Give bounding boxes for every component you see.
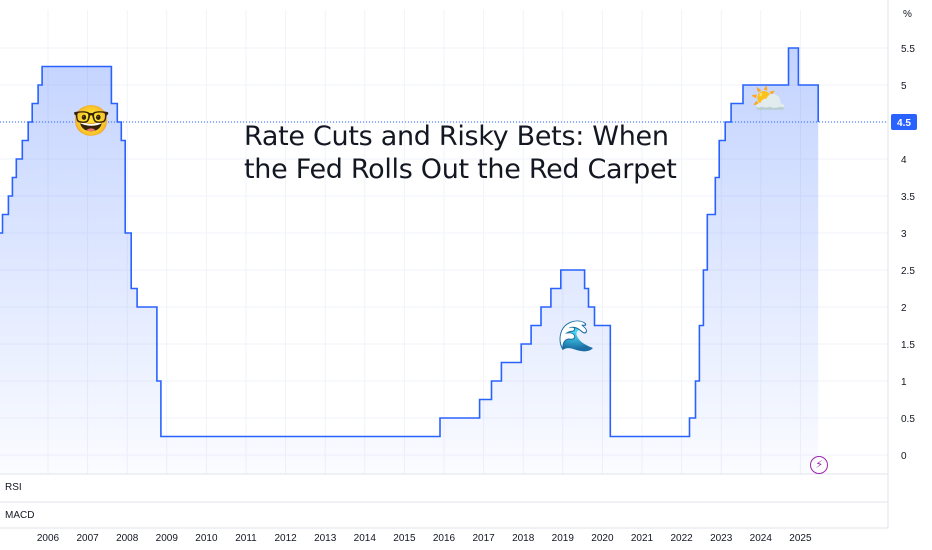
y-tick-label: 0 — [901, 451, 907, 462]
y-tick-label: 5.5 — [901, 44, 915, 55]
x-tick-label: 2007 — [76, 533, 99, 544]
rate-series-line — [0, 47, 819, 438]
x-tick-label: 2022 — [670, 533, 693, 544]
water-wave-emoji: 🌊 — [557, 318, 596, 354]
y-tick-label: 3.5 — [901, 192, 915, 203]
x-tick-label: 2019 — [552, 533, 575, 544]
sun-behind-cloud-emoji: ⛅ — [749, 81, 788, 117]
rsi-pane-label[interactable]: RSI — [5, 482, 22, 493]
x-tick-label: 2023 — [710, 533, 733, 544]
x-tick-label: 2006 — [37, 533, 60, 544]
chart-title: Rate Cuts and Risky Bets: When the Fed R… — [244, 120, 744, 186]
x-tick-label: 2014 — [354, 533, 377, 544]
rate-area — [0, 48, 819, 474]
y-unit-label: % — [903, 9, 912, 20]
y-tick-label: 2 — [901, 303, 907, 314]
pane-dividers — [0, 0, 889, 529]
x-tick-label: 2015 — [393, 533, 416, 544]
x-tick-label: 2010 — [195, 533, 218, 544]
y-tick-label: 2.5 — [901, 266, 915, 277]
lightning-bolt-icon: ⚡ — [810, 456, 829, 474]
last-value-text: 4.5 — [897, 118, 911, 129]
x-tick-label: 2017 — [472, 533, 495, 544]
y-axis[interactable]: %00.511.522.533.544.555.5 — [901, 9, 915, 462]
x-tick-label: 2016 — [433, 533, 456, 544]
rate-area-fill — [0, 48, 819, 474]
chart-title-line-2: the Fed Rolls Out the Red Carpet — [244, 154, 677, 185]
rate-line — [0, 47, 819, 438]
y-tick-label: 1 — [901, 377, 907, 388]
y-tick-label: 1.5 — [901, 340, 915, 351]
x-tick-label: 2018 — [512, 533, 535, 544]
x-tick-label: 2013 — [314, 533, 337, 544]
chart-title-line-1: Rate Cuts and Risky Bets: When — [244, 121, 669, 152]
macd-pane-label[interactable]: MACD — [5, 510, 35, 521]
last-value-label: 4.5 — [0, 114, 917, 130]
x-tick-label: 2021 — [631, 533, 654, 544]
x-tick-label: 2024 — [750, 533, 773, 544]
x-tick-label: 2011 — [235, 533, 257, 544]
x-tick-label: 2025 — [789, 533, 812, 544]
x-tick-label: 2008 — [116, 533, 139, 544]
x-axis[interactable]: 2006 2007 2008 2009 2010 2011 2012 2013 2014 2015… — [37, 533, 812, 544]
x-tick-label: 2009 — [156, 533, 179, 544]
x-tick-label: 2012 — [274, 533, 297, 544]
x-tick-label: 2020 — [591, 533, 614, 544]
y-tick-label: 3 — [901, 229, 907, 240]
y-tick-label: 0.5 — [901, 414, 915, 425]
nerd-face-emoji: 🤓 — [72, 104, 110, 139]
last-value-badge — [891, 114, 917, 130]
y-tick-label: 5 — [901, 81, 907, 92]
y-tick-label: 4 — [901, 155, 907, 166]
